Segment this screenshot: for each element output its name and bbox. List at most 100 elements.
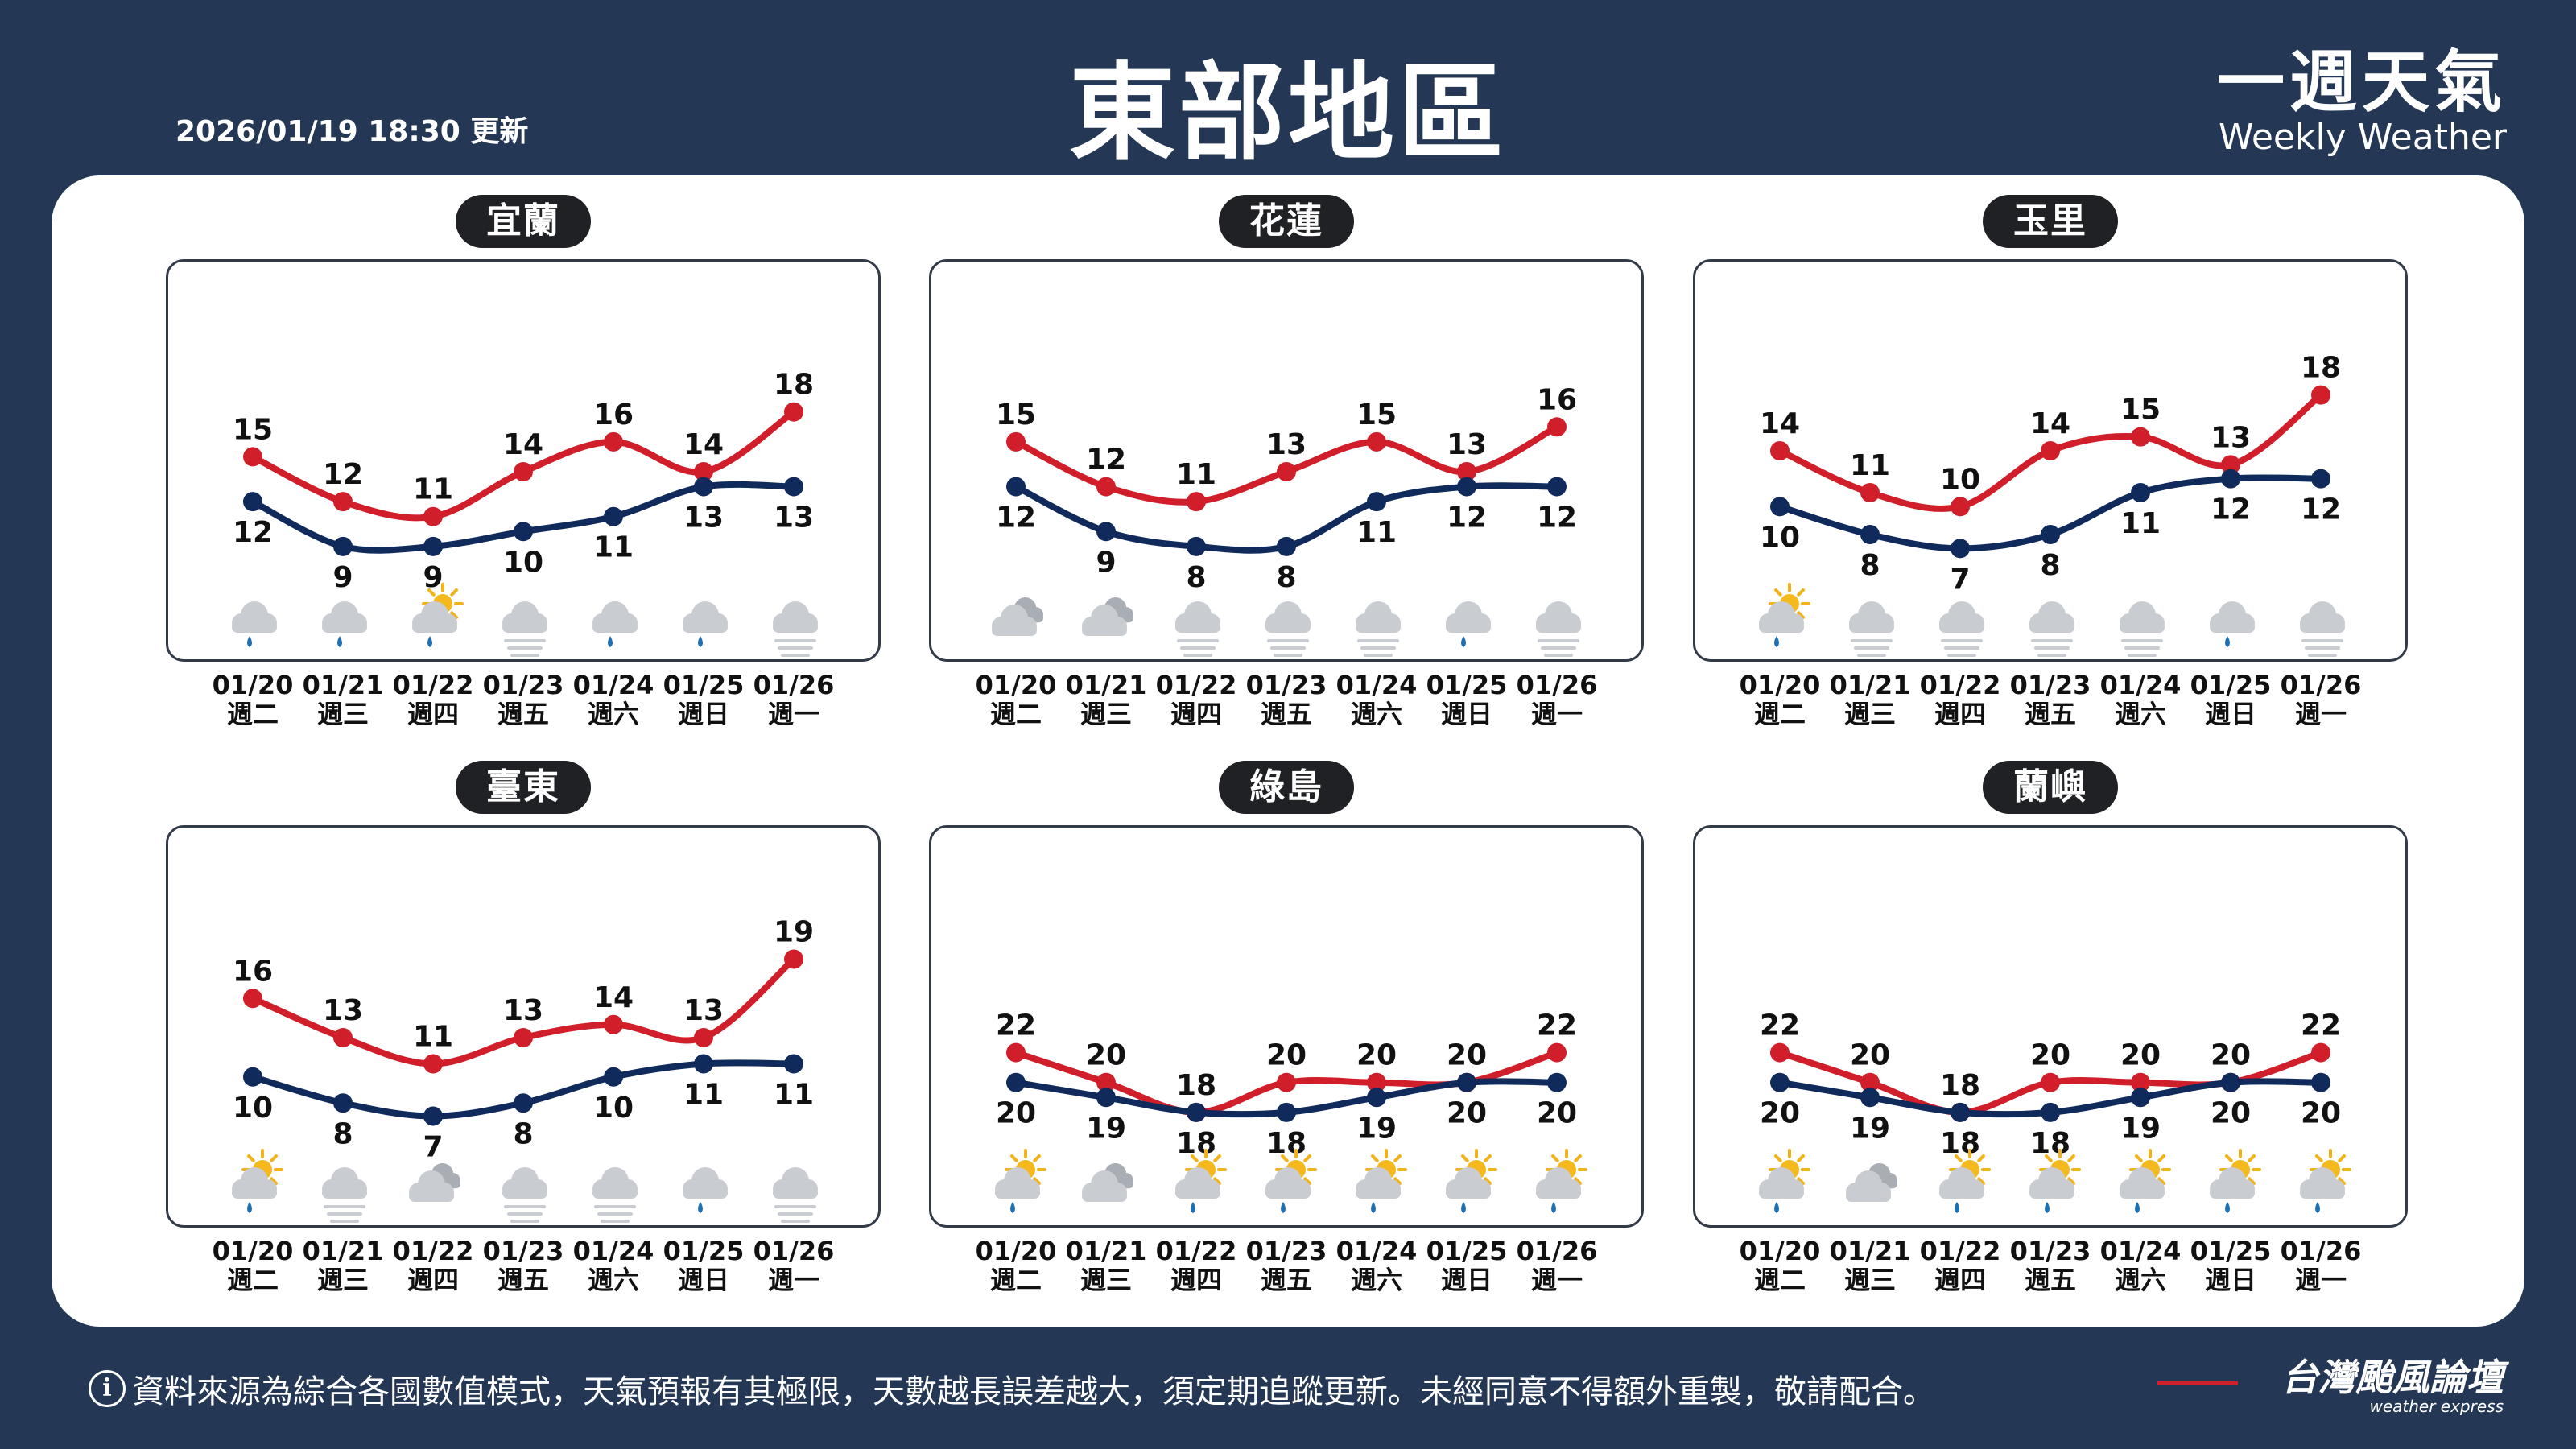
- plot-frame: [1693, 825, 2408, 1228]
- date-tick-label: 01/26: [753, 1236, 835, 1266]
- low-temp-label: 20: [1447, 1097, 1487, 1130]
- weekday-label: 週日: [2205, 1265, 2256, 1295]
- low-temp-point: [1096, 522, 1116, 542]
- date-tick-label: 01/24: [573, 1236, 654, 1266]
- date-tick-label: 01/22: [1156, 670, 1237, 700]
- high-temp-point: [1096, 477, 1116, 497]
- high-temp-label: 15: [233, 413, 273, 446]
- date-tick-label: 01/20: [1740, 670, 1821, 700]
- cloud-rain-icon: [592, 601, 638, 647]
- cloud-rain-icon: [683, 601, 728, 647]
- low-temp-label: 8: [1860, 549, 1880, 582]
- low-temp-label: 10: [593, 1092, 634, 1125]
- low-temp-label: 11: [774, 1079, 814, 1112]
- high-temp-point: [514, 1028, 533, 1047]
- high-temp-point: [333, 492, 353, 512]
- high-temp-point: [1547, 417, 1567, 437]
- low-temp-label: 13: [774, 502, 814, 535]
- footer-note: i 資料來源為綜合各國數值模式，天氣預報有其極限，天數越長誤差越大，須定期追蹤更…: [89, 1365, 1935, 1412]
- weekday-label: 週三: [317, 1265, 369, 1295]
- weekday-label: 週六: [2115, 699, 2166, 729]
- low-temp-label: 8: [332, 1117, 353, 1150]
- high-temp-label: 14: [593, 981, 634, 1014]
- weekday-label: 週日: [1441, 1265, 1492, 1295]
- sun-cloud-rain-icon: [2029, 1149, 2081, 1213]
- high-temp-label: 18: [2301, 352, 2341, 385]
- weekday-label: 週一: [768, 1265, 819, 1295]
- high-temp-point: [333, 1028, 353, 1047]
- date-tick-label: 01/22: [393, 1236, 474, 1266]
- sun-cloud-rain-icon: [1939, 1149, 1991, 1213]
- high-temp-point: [2221, 455, 2240, 475]
- low-temp-label: 10: [233, 1092, 273, 1125]
- low-temp-point: [514, 1093, 533, 1113]
- weekday-label: 週日: [1441, 699, 1492, 729]
- sun-cloud-rain-icon: [1536, 1149, 1587, 1213]
- plot-frame: [166, 825, 881, 1228]
- sun-cloud-rain-icon: [1356, 1149, 1407, 1213]
- weekday-label: 週五: [1261, 1265, 1312, 1295]
- footer-brand-name: 台灣颱風論壇: [2281, 1356, 2504, 1399]
- fog-icon: [2300, 601, 2345, 657]
- low-temp-label: 8: [513, 1117, 533, 1150]
- weekday-label: 週日: [2205, 699, 2256, 729]
- low-temp-label: 8: [1186, 561, 1206, 594]
- plot-frame: [1693, 259, 2408, 662]
- info-icon: i: [89, 1370, 126, 1407]
- low-temp-point: [1096, 1088, 1116, 1108]
- low-temp-point: [1770, 497, 1790, 517]
- high-temp-point: [784, 402, 803, 422]
- region-label: 宜蘭: [456, 195, 591, 248]
- weekday-label: 週一: [1531, 699, 1583, 729]
- clouds-icon: [1082, 597, 1133, 636]
- low-temp-point: [423, 536, 443, 556]
- sun-cloud-rain-icon: [2300, 1149, 2351, 1213]
- low-temp-label: 12: [996, 502, 1036, 535]
- weekday-label: 週三: [1844, 699, 1896, 729]
- low-temp-label: 7: [1950, 563, 1970, 596]
- high-temp-point: [604, 431, 623, 452]
- date-tick-label: 01/25: [1426, 670, 1508, 700]
- high-temp-point: [1277, 462, 1296, 481]
- low-temp-label: 18: [1266, 1127, 1307, 1160]
- low-temp-label: 9: [332, 561, 353, 594]
- high-temp-label: 16: [593, 398, 634, 431]
- high-temp-label: 16: [233, 955, 273, 988]
- weekday-label: 週二: [227, 1265, 279, 1295]
- low-temp-label: 18: [2030, 1127, 2070, 1160]
- date-tick-label: 01/22: [1920, 670, 2001, 700]
- date-tick-label: 01/20: [1740, 1236, 1821, 1266]
- low-temp-point: [514, 522, 533, 542]
- low-temp-point: [604, 506, 623, 526]
- region-label: 花蓮: [1219, 195, 1354, 248]
- fog-icon: [1536, 601, 1581, 657]
- high-temp-label: 22: [2301, 1009, 2341, 1042]
- brand: 一週天氣 Weekly Weather: [2217, 47, 2507, 158]
- high-temp-label: 13: [503, 994, 543, 1027]
- sun-cloud-rain-icon: [232, 1149, 283, 1213]
- low-temp-point: [1367, 1088, 1386, 1108]
- low-temp-point: [784, 1054, 803, 1074]
- sun-cloud-rain-icon: [2210, 1149, 2261, 1213]
- high-temp-label: 20: [1447, 1039, 1487, 1072]
- date-tick-label: 01/25: [2190, 1236, 2272, 1266]
- high-temp-label: 11: [413, 1021, 453, 1054]
- region-panel: 宜蘭 15 12 11 14 16 14 18 12 9 9 10 11 13 13 01/20 週二 01/21…: [52, 175, 881, 739]
- fog-icon: [2120, 601, 2165, 657]
- high-temp-point: [1277, 1072, 1296, 1092]
- weekday-label: 週五: [497, 1265, 549, 1295]
- high-temp-label: 14: [2030, 407, 2070, 440]
- cloud-rain-icon: [683, 1167, 728, 1213]
- high-temp-point: [514, 462, 533, 481]
- high-temp-point: [694, 462, 713, 481]
- region-panel: 綠島 22 20 18 20 20 20 22 20 19 18 18 19 20 20 01/20 週二 01/…: [815, 741, 1644, 1305]
- low-temp-label: 11: [2120, 507, 2161, 540]
- date-tick-label: 01/23: [1246, 1236, 1327, 1266]
- date-tick-label: 01/22: [393, 670, 474, 700]
- low-temp-point: [1187, 1102, 1206, 1122]
- weekday-label: 週三: [1080, 1265, 1132, 1295]
- footer-note-text: 資料來源為綜合各國數值模式，天氣預報有其極限，天數越長誤差越大，須定期追蹤更新。…: [132, 1373, 1935, 1410]
- weekday-label: 週四: [1934, 1265, 1986, 1295]
- high-temp-point: [1770, 1042, 1790, 1063]
